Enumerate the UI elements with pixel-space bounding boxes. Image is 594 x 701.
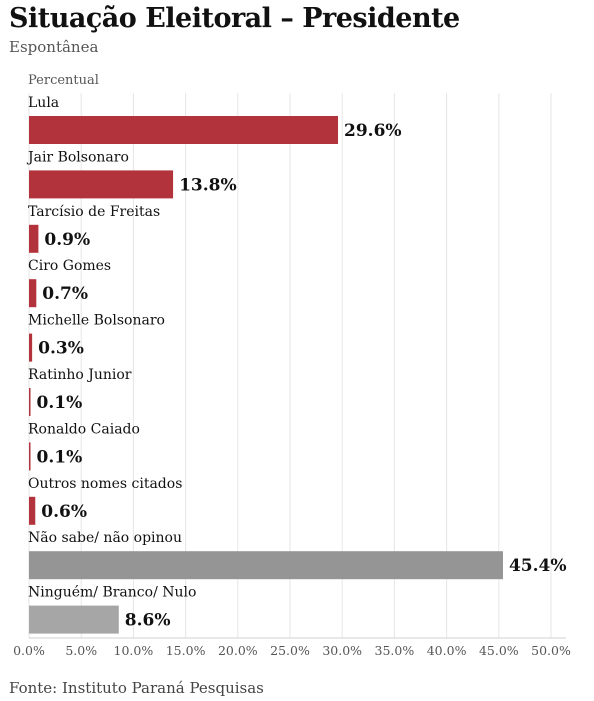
value-label: 0.6% xyxy=(41,502,87,522)
x-tick-label: 40.0% xyxy=(427,643,467,658)
value-label: 0.1% xyxy=(37,393,83,413)
value-label: 8.6% xyxy=(125,611,171,631)
bar xyxy=(29,116,339,144)
chart-title: Situação Eleitoral – Presidente xyxy=(9,3,460,34)
bar xyxy=(29,170,174,199)
category-label: Jair Bolsonaro xyxy=(26,149,129,165)
category-label: Ronaldo Caiado xyxy=(28,421,140,437)
bar xyxy=(29,333,33,362)
source-note: Fonte: Instituto Paraná Pesquisas xyxy=(9,679,264,697)
category-label: Ninguém/ Branco/ Nulo xyxy=(28,585,196,601)
bar xyxy=(29,279,37,308)
value-label: 13.8% xyxy=(179,175,237,195)
x-tick-label: 10.0% xyxy=(114,643,154,658)
x-tick-label: 30.0% xyxy=(322,643,362,658)
x-tick-label: 20.0% xyxy=(218,643,258,658)
bars-group: Lula 29.6% Jair Bolsonaro 13.8% Tarcísio de … xyxy=(26,95,567,634)
category-label: Michelle Bolsonaro xyxy=(28,313,165,329)
category-label: Tarcísio de Freitas xyxy=(28,204,160,220)
value-label: 29.6% xyxy=(344,121,402,141)
bar xyxy=(29,442,31,471)
bar xyxy=(29,605,119,634)
x-tick-label: 35.0% xyxy=(375,643,415,658)
gridlines xyxy=(28,93,566,639)
value-label: 0.9% xyxy=(44,230,90,250)
category-label: Outros nomes citados xyxy=(28,476,182,492)
x-tick-label: 15.0% xyxy=(166,643,206,658)
x-tick-label: 5.0% xyxy=(65,643,97,658)
value-label: 0.7% xyxy=(42,284,88,304)
x-tick-label: 25.0% xyxy=(270,643,310,658)
category-label: Não sabe/ não opinou xyxy=(28,530,182,546)
value-label: 45.4% xyxy=(509,556,567,576)
bar xyxy=(29,551,503,580)
bar xyxy=(29,224,39,253)
category-label: Lula xyxy=(28,95,59,111)
value-label: 0.3% xyxy=(38,339,84,359)
bar xyxy=(29,388,31,416)
x-tick-label: 50.0% xyxy=(531,643,571,658)
value-label: 0.1% xyxy=(37,447,83,467)
bar xyxy=(29,496,36,525)
chart-subtitle: Espontânea xyxy=(9,38,99,56)
category-label: Ratinho Junior xyxy=(28,367,132,383)
y-axis-label: Percentual xyxy=(28,73,99,88)
x-axis-ticks: 0.0% 5.0% 10.0% 15.0% 20.0% 25.0% 30.0% 35.0% 40… xyxy=(13,643,571,658)
x-tick-label: 0.0% xyxy=(13,643,45,658)
x-tick-label: 45.0% xyxy=(479,643,519,658)
category-label: Ciro Gomes xyxy=(28,258,111,274)
